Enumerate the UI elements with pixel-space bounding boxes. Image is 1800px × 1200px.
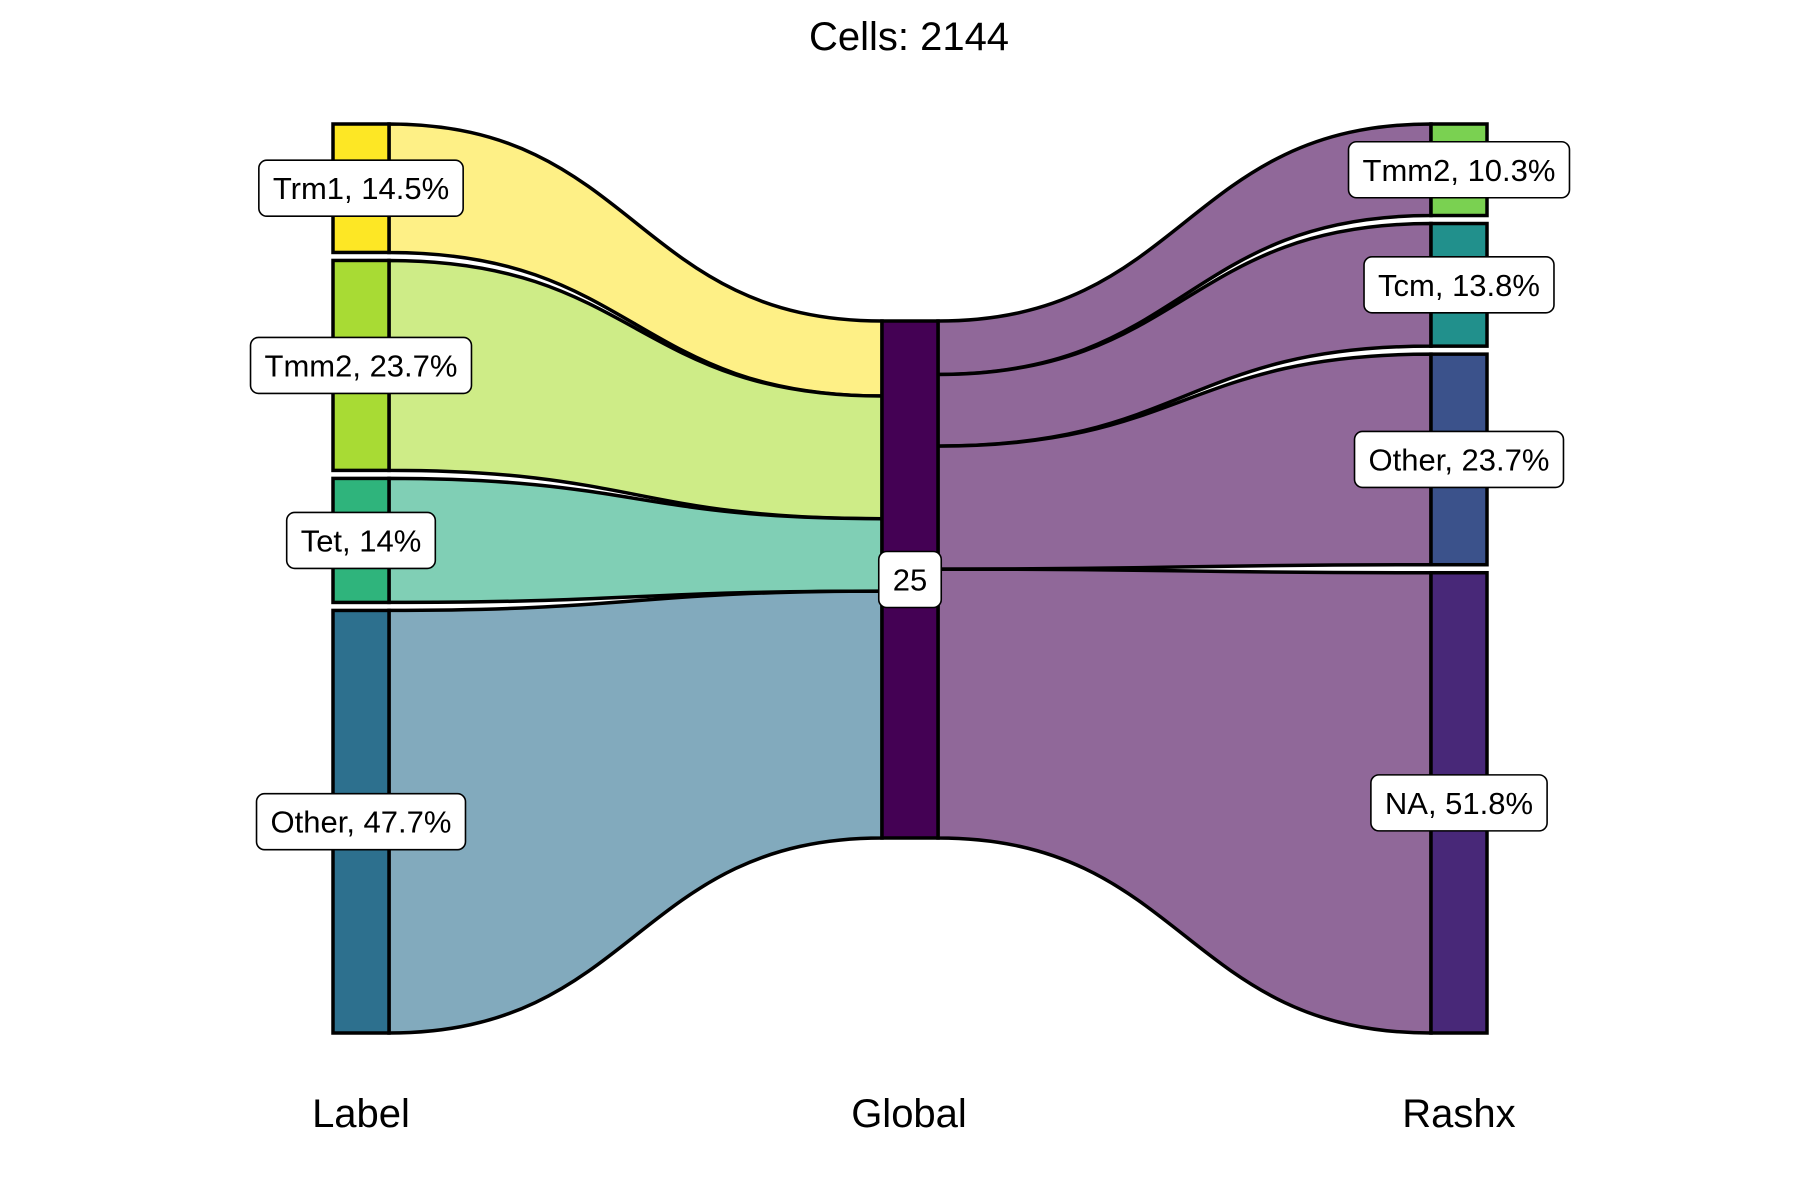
label-tet-tag: Tet, 14% xyxy=(285,511,437,570)
rashx-other-tag: Other, 23.7% xyxy=(1353,430,1565,489)
axis-label-global: Global xyxy=(851,1092,967,1136)
rashx-other-tag-box xyxy=(1353,430,1565,489)
node-label-layer: Trm1, 14.5% Tmm2, 23.7% Tet, 14% Other, 47.… xyxy=(249,140,1571,851)
label-other-tag: Other, 47.7% xyxy=(255,792,467,851)
ribbon-other-to-global xyxy=(387,589,884,1035)
label-other-tag-box xyxy=(255,792,467,851)
rashx-na-tag: NA, 51.8% xyxy=(1370,774,1548,832)
rashx-tcm-tag-box xyxy=(1363,256,1555,314)
rashx-na-tag-text: NA, 51.8% xyxy=(1385,786,1533,821)
ribbon-global-to-na xyxy=(936,567,1433,1035)
label-trm1-tag: Trm1, 14.5% xyxy=(258,159,464,218)
axis-label-label: Label xyxy=(312,1092,410,1136)
label-tmm2-tag: Tmm2, 23.7% xyxy=(249,336,473,395)
rashx-tcm-tag: Tcm, 13.8% xyxy=(1363,256,1555,314)
rashx-na-tag-box xyxy=(1370,774,1548,832)
rashx-tmm2-tag-text: Tmm2, 10.3% xyxy=(1363,153,1556,188)
chart-title: Cells: 2144 xyxy=(809,15,1009,59)
global-25-tag-box xyxy=(877,550,943,609)
rashx-tmm2-tag: Tmm2, 10.3% xyxy=(1347,140,1571,199)
global-25-tag-text: 25 xyxy=(893,563,927,598)
label-tmm2-tag-text: Tmm2, 23.7% xyxy=(265,348,458,383)
rashx-other-tag-text: Other, 23.7% xyxy=(1369,442,1550,477)
label-tmm2-tag-box xyxy=(249,336,473,395)
label-tet-tag-text: Tet, 14% xyxy=(301,523,422,558)
label-tet-tag-box xyxy=(285,511,437,570)
axis-label-layer: Label Global Rashx xyxy=(312,1092,1516,1136)
label-trm1-tag-text: Trm1, 14.5% xyxy=(273,171,449,206)
rashx-tcm-tag-text: Tcm, 13.8% xyxy=(1378,268,1540,303)
label-trm1-tag-box xyxy=(258,159,464,218)
label-other-tag-text: Other, 47.7% xyxy=(271,805,452,840)
axis-label-rashx: Rashx xyxy=(1402,1092,1515,1136)
rashx-tmm2-tag-box xyxy=(1347,140,1571,199)
global-25-tag: 25 xyxy=(877,550,943,609)
